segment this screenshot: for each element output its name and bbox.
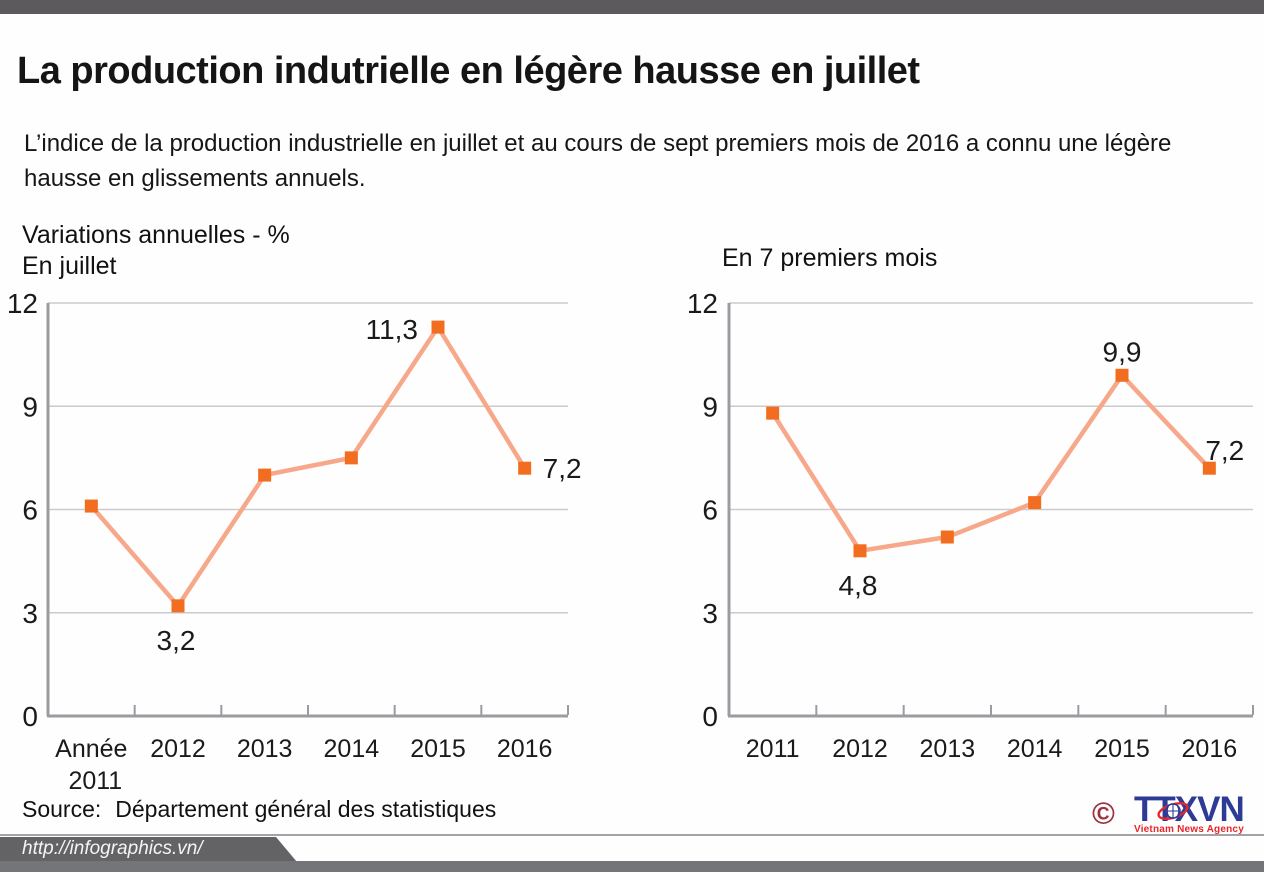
source-label: Source: <box>22 796 102 822</box>
chart-july: 0 3 6 9 12 Année 2011 2012 2013 2014 2015 2016 3,2 11… <box>7 288 582 795</box>
data-point-marker <box>1028 496 1042 510</box>
x-tick-label: 2011 <box>68 767 122 795</box>
data-point-label: 7,2 <box>1205 435 1244 466</box>
x-tick-label: 2014 <box>324 735 380 763</box>
footer-rule <box>0 834 1264 836</box>
y-tick-label: 9 <box>702 391 718 422</box>
data-point-marker <box>518 461 532 475</box>
x-tick-label: 2016 <box>497 735 553 763</box>
logo-text: TTXVN <box>1134 790 1245 829</box>
x-tick-label: 2013 <box>920 735 976 763</box>
data-point-marker <box>853 544 867 558</box>
series-line <box>770 373 1211 554</box>
x-tick-label: 2014 <box>1007 735 1063 763</box>
x-tick-label: 2011 <box>746 735 800 763</box>
x-tick-label: 2016 <box>1182 735 1238 763</box>
x-tick-label: 2015 <box>1094 735 1150 763</box>
y-tick-label: 12 <box>7 288 38 319</box>
y-tick-label: 12 <box>687 288 718 319</box>
y-tick-label: 9 <box>22 391 38 422</box>
globe-icon <box>1157 802 1189 820</box>
left-chart-header: Variations annuelles - % En juillet <box>22 220 290 282</box>
x-tick-label: 2012 <box>832 735 888 763</box>
data-point-marker <box>258 468 272 482</box>
logo-subtext: Vietnam News Agency <box>1134 824 1244 835</box>
data-point-marker <box>766 406 780 420</box>
y-tick-label: 6 <box>22 495 38 526</box>
right-chart-header: En 7 premiers mois <box>722 243 937 274</box>
axis-unit-label: Variations annuelles - % <box>22 221 290 249</box>
source-line: Source: Département général des statistiq… <box>22 796 496 823</box>
source-value: Département général des statistiques <box>115 796 497 822</box>
data-point-marker <box>171 599 185 613</box>
y-tick-label: 3 <box>22 598 38 629</box>
y-tick-label: 0 <box>22 701 38 732</box>
data-point-label: 11,3 <box>366 314 418 345</box>
top-bar <box>0 0 1264 14</box>
agency-logo: © TTXVN Vietnam News Agency <box>1090 792 1260 844</box>
logo-main: TTXVN Vietnam News Agency <box>1134 790 1245 836</box>
y-tick-label: 3 <box>702 598 718 629</box>
footer-bar <box>0 861 1264 872</box>
data-point-label: 7,2 <box>543 453 582 484</box>
chart-seven-months: 0 3 6 9 12 2011 2012 2013 2014 2015 2016 4,8 9,9 7,2 <box>687 288 1254 763</box>
left-chart-title: En juillet <box>22 252 117 280</box>
y-tick-label: 0 <box>702 701 718 732</box>
data-point-marker <box>1202 461 1216 475</box>
data-point-marker <box>1115 368 1129 382</box>
copyright-icon: © <box>1092 796 1115 831</box>
x-tick-label: 2013 <box>237 735 293 763</box>
data-point-label: 4,8 <box>839 570 878 601</box>
footer-banner: http://infographics.vn/ <box>0 837 297 862</box>
data-point-label: 9,9 <box>1103 336 1142 367</box>
series-line <box>89 324 527 609</box>
x-tick-label: 2012 <box>150 735 206 763</box>
data-point-label: 3,2 <box>157 625 196 656</box>
data-point-marker <box>940 530 954 544</box>
data-point-marker <box>344 451 358 465</box>
data-point-marker <box>431 320 445 334</box>
footer-url: http://infographics.vn/ <box>22 838 203 859</box>
x-tick-label: 2015 <box>410 735 466 763</box>
page-subtitle: L’indice de la production industrielle e… <box>24 130 1172 192</box>
right-chart-title: En 7 premiers mois <box>722 244 938 272</box>
y-tick-label: 6 <box>702 495 718 526</box>
data-point-marker <box>84 499 98 513</box>
x-tick-label: Année <box>55 735 127 763</box>
page-title: La production indutrielle en légère haus… <box>17 50 920 92</box>
